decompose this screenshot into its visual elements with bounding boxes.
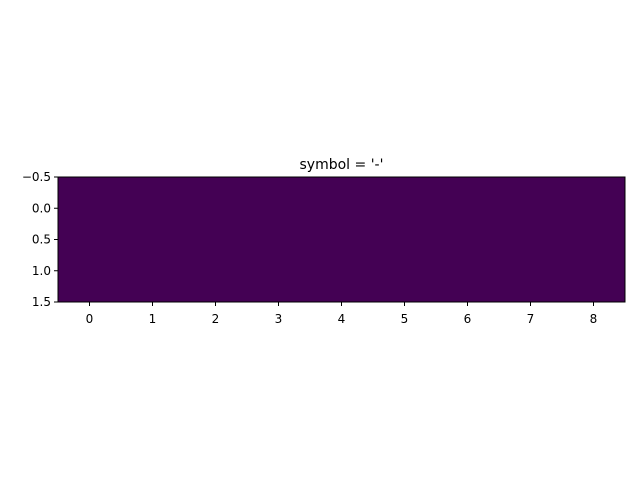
heatmap-cell bbox=[562, 239, 626, 303]
heatmap-cell bbox=[121, 239, 185, 303]
x-tick-label: 4 bbox=[338, 312, 346, 326]
x-tick-label: 6 bbox=[464, 312, 472, 326]
heatmap-cell bbox=[373, 177, 437, 240]
heatmap-cell bbox=[499, 177, 563, 240]
y-tick-label: 0.0 bbox=[32, 201, 51, 215]
chart-title: symbol = '-' bbox=[300, 157, 384, 173]
heatmap-cell bbox=[58, 239, 122, 303]
heatmap-cell bbox=[247, 239, 311, 303]
heatmap-cell bbox=[184, 239, 248, 303]
y-tick-label: 1.0 bbox=[32, 264, 51, 278]
heatmap-cell bbox=[499, 239, 563, 303]
heatmap-cell bbox=[436, 239, 500, 303]
x-tick-label: 0 bbox=[86, 312, 94, 326]
x-tick-label: 1 bbox=[149, 312, 157, 326]
x-tick-label: 5 bbox=[401, 312, 409, 326]
heatmap-cells bbox=[58, 177, 626, 303]
heatmap-cell bbox=[184, 177, 248, 240]
heatmap-cell bbox=[562, 177, 626, 240]
heatmap-cell bbox=[436, 177, 500, 240]
x-axis: 0 1 2 3 4 5 6 7 8 bbox=[86, 302, 598, 326]
heatmap-cell bbox=[121, 177, 185, 240]
x-tick-label: 2 bbox=[212, 312, 220, 326]
y-tick-label: −0.5 bbox=[22, 170, 51, 184]
heatmap-cell bbox=[310, 177, 374, 240]
x-tick-label: 7 bbox=[527, 312, 535, 326]
x-tick-label: 8 bbox=[590, 312, 598, 326]
x-tick-label: 3 bbox=[275, 312, 283, 326]
heatmap-cell bbox=[58, 177, 122, 240]
heatmap-cell bbox=[247, 177, 311, 240]
y-axis: −0.5 0.0 0.5 1.0 1.5 bbox=[22, 170, 58, 309]
heatmap-cell bbox=[310, 239, 374, 303]
heatmap-cell bbox=[373, 239, 437, 303]
y-tick-label: 0.5 bbox=[32, 233, 51, 247]
y-tick-label: 1.5 bbox=[32, 295, 51, 309]
